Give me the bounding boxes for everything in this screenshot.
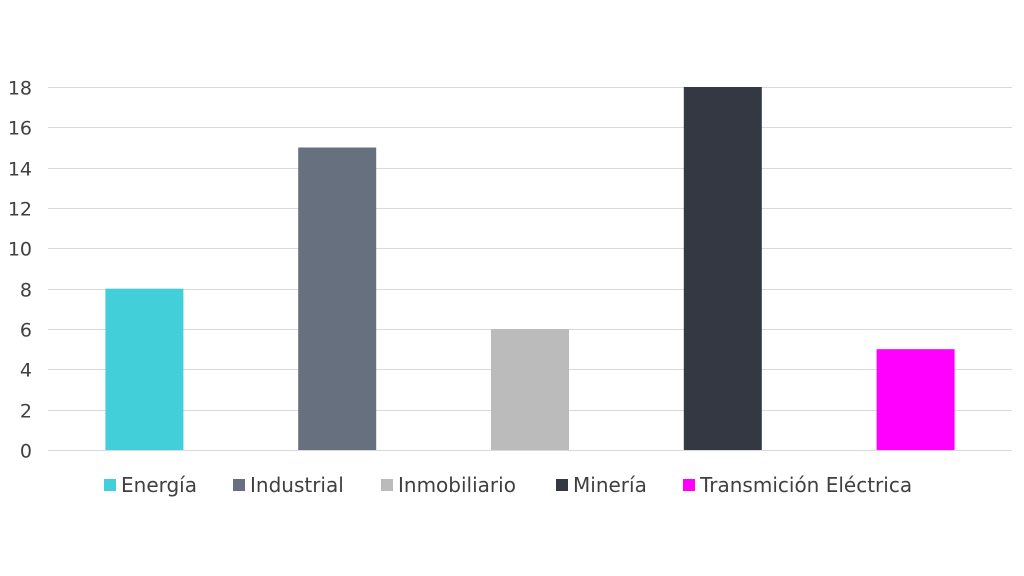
legend-item: Energía xyxy=(104,473,197,497)
legend-item: Minería xyxy=(556,473,647,497)
legend-swatch xyxy=(556,479,568,491)
gridlines xyxy=(48,87,1012,451)
legend: Energía Industrial Inmobiliario Minería Tran… xyxy=(104,473,912,497)
legend-swatch xyxy=(683,479,695,491)
legend-item: Industrial xyxy=(233,473,344,497)
bar-2 xyxy=(491,329,569,450)
legend-label: Industrial xyxy=(250,473,344,497)
legend-item: Transmición Eléctrica xyxy=(683,473,912,497)
bar-3 xyxy=(683,87,762,450)
bars xyxy=(105,87,955,450)
legend-label: Minería xyxy=(573,473,647,497)
legend-swatch xyxy=(381,479,393,491)
legend-label: Inmobiliario xyxy=(398,473,516,497)
y-tick-label: 8 xyxy=(20,280,32,302)
bar-0 xyxy=(105,288,184,450)
legend-label: Transmición Eléctrica xyxy=(699,473,912,497)
legend-swatch xyxy=(104,479,116,491)
y-tick-label: 16 xyxy=(8,118,32,140)
bar-4 xyxy=(876,349,955,450)
bar-1 xyxy=(298,147,377,450)
y-tick-label: 2 xyxy=(20,401,32,423)
legend-item: Inmobiliario xyxy=(381,473,516,497)
y-tick-label: 6 xyxy=(20,320,32,342)
y-tick-label: 12 xyxy=(8,199,32,221)
legend-swatch xyxy=(233,479,245,491)
y-tick-label: 14 xyxy=(8,159,32,181)
y-tick-label: 10 xyxy=(8,239,32,261)
legend-label: Energía xyxy=(121,473,197,497)
y-tick-label: 4 xyxy=(20,360,32,382)
y-tick-label: 18 xyxy=(8,78,32,100)
y-axis-tick-labels: 0 2 4 6 8 10 12 14 16 18 xyxy=(8,78,32,463)
y-tick-label: 0 xyxy=(20,441,32,463)
